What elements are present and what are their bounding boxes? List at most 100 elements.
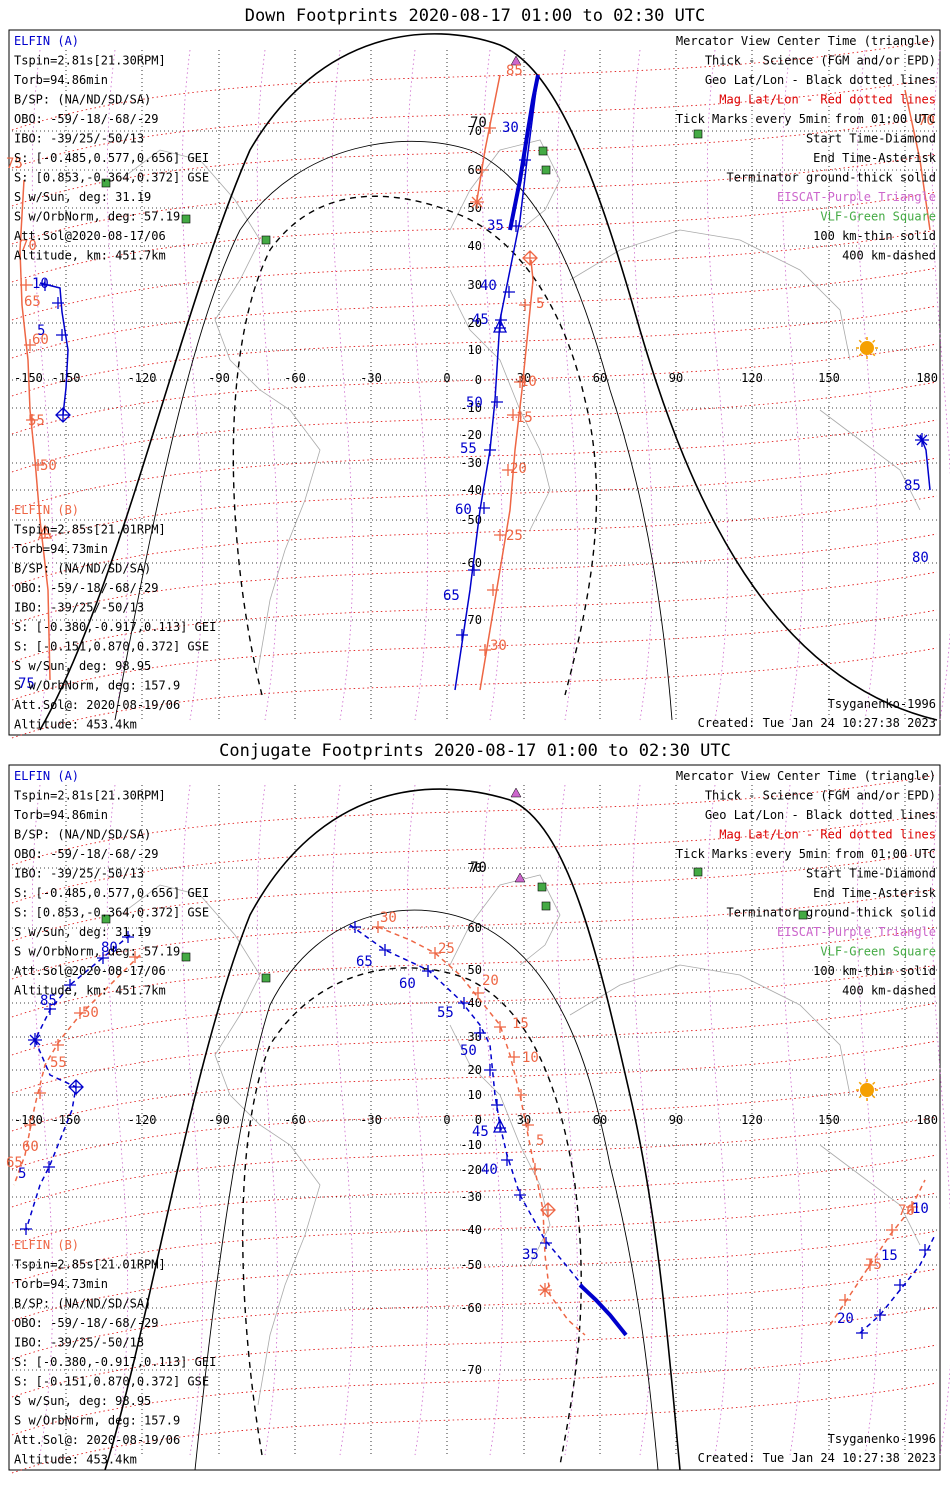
elfin-b-track: [13, 954, 141, 1186]
track-tick-mark: [487, 584, 499, 596]
track-tick-mark: [472, 987, 484, 999]
track-tick-mark: [519, 299, 531, 311]
lon-tick-label: 120: [741, 1113, 763, 1127]
track-time-label: 80: [912, 550, 929, 566]
lat-tick-label: -40: [460, 483, 482, 497]
sun-ray: [858, 1081, 862, 1085]
lat-tick-label: 60: [468, 921, 482, 935]
lat-tick-label: -30: [460, 456, 482, 470]
lon-tick-label-left-edge: -180: [14, 1113, 43, 1127]
lon-tick-label: 150: [818, 1113, 840, 1127]
elfin-a-track: [39, 282, 69, 416]
elfin-a-info-line: S: [0.853,-0.364,0.372] GSE: [14, 906, 209, 920]
mag-parallel: [11, 533, 938, 625]
mag-parallel: [11, 191, 938, 283]
elfin-b-info-line: IBO: -39/25/-50/13: [14, 601, 144, 615]
mag-parallel: [11, 1078, 938, 1170]
mag-parallel: [11, 343, 938, 435]
track-tick-mark: [514, 1189, 526, 1201]
track-time-label: 65: [443, 588, 460, 604]
elfin-b-heading: ELFIN (B): [14, 503, 79, 517]
map-conjugate-footprints: -180 -150 -120 -90 -60 -30 0 30 60 90 120 150 180706…: [6, 764, 950, 1474]
legend-line: Geo Lat/Lon - Black dotted lines: [705, 73, 936, 87]
vlf-square-icon: [101, 914, 111, 924]
elfin-a-info-line: IBO: -39/25/-50/13: [14, 132, 144, 146]
track-time-label: 70: [898, 1203, 915, 1219]
track-tick-mark: [839, 1294, 851, 1306]
track-time-label: 20: [837, 1311, 854, 1327]
elfin-b-info-line: S w/Sun, deg: 98.95: [14, 659, 151, 673]
track-time-label: 70: [20, 238, 37, 254]
elfin-a-info-line: B/SP: (NA/ND/SD/SA): [14, 93, 151, 107]
mag-parallel: [11, 1002, 938, 1094]
start-diamond-icon: [522, 250, 538, 266]
coastline: [119, 884, 261, 1096]
map-frame: [8, 29, 941, 736]
track-tick-mark: [874, 1309, 886, 1321]
track-tick-mark: [514, 376, 526, 388]
elfin-b-track: [19, 179, 51, 681]
view-center-triangle-icon: [37, 524, 53, 539]
elfin-a-info-line: OBO: -59/-18/-68/-29: [14, 112, 159, 126]
elfin-b-info-line: Att.Sol@: 2020-08-19/06: [14, 1433, 180, 1447]
panel-title-conjugate: Conjugate Footprints 2020-08-17 01:00 to…: [219, 741, 731, 761]
lat-tick-label: -10: [460, 1138, 482, 1152]
lat-tick-label: -40: [460, 1223, 482, 1237]
mag-parallel: [11, 812, 938, 904]
created-timestamp: Created: Tue Jan 24 10:27:38 2023: [698, 716, 936, 730]
track-time-label: 15: [881, 1248, 898, 1264]
vlf-square-icon: [798, 910, 808, 920]
sun-ray: [872, 1081, 876, 1085]
elfin-b-info-line: Tspin=2.85s[21.01RPM]: [14, 1258, 166, 1272]
track-tick-mark: [64, 979, 76, 991]
mag-meridian: [556, 49, 579, 721]
elfin-b-info-line: S: [-0.380,-0.917,0.113] GEI: [14, 620, 216, 634]
elfin-a-info-line: S: [0.853,-0.364,0.372] GSE: [14, 171, 209, 185]
vlf-square-icon: [537, 882, 547, 892]
lat-tick-label: -50: [460, 1258, 482, 1272]
track-tick-mark: [503, 286, 515, 298]
elfin-a-info-line: OBO: -59/-18/-68/-29: [14, 847, 159, 861]
elfin-b-track: [479, 259, 534, 691]
lon-tick-label: -30: [360, 371, 382, 385]
track-tick-mark: [32, 459, 44, 471]
elfin-b-info-line: B/SP: (NA/ND/SD/SA): [14, 1297, 151, 1311]
lat-tick-label: 70: [468, 861, 482, 875]
track-time-label: 70: [918, 113, 935, 129]
end-asterisk-icon: [28, 1033, 42, 1047]
vlf-square-icon: [541, 165, 551, 175]
track-tick-mark: [906, 1201, 918, 1213]
track-time-label: 45: [472, 312, 489, 328]
track-tick-mark: [24, 339, 36, 351]
sun-ray: [872, 339, 876, 343]
mag-parallel: [11, 609, 938, 701]
elfin-a-info-line: B/SP: (NA/ND/SD/SA): [14, 828, 151, 842]
elfin-a-info-line: Tspin=2.81s[21.30RPM]: [14, 789, 166, 803]
lon-tick-label: 150: [818, 371, 840, 385]
mag-parallel: [11, 1154, 938, 1246]
elfin-b-info-line: S: [-0.380,-0.917,0.113] GEI: [14, 1355, 216, 1369]
terminator-line: [104, 788, 681, 1471]
lon-tick-label: -90: [208, 1113, 230, 1127]
vlf-square-icon: [261, 235, 271, 245]
mag-parallel: [11, 267, 938, 359]
track-time-label: 55: [437, 1005, 454, 1021]
contour-400km: [232, 195, 598, 696]
vlf-square-icon: [181, 214, 191, 224]
view-center-triangle-icon: [492, 1118, 508, 1133]
model-label: Tsyganenko-1996: [828, 697, 936, 711]
lat-tick-label: 50: [468, 201, 482, 215]
track-tick-mark: [422, 965, 434, 977]
legend-line: Start Time-Diamond: [806, 132, 936, 146]
track-tick-mark: [458, 997, 470, 1009]
track-tick-mark: [495, 314, 507, 326]
vlf-square-icon: [261, 973, 271, 983]
contour-100km: [194, 909, 659, 1471]
track-time-label: 5: [37, 323, 45, 339]
track-time-label: 85: [40, 993, 57, 1009]
track-tick-mark: [919, 1244, 931, 1256]
legend-line: Mercator View Center Time (triangle): [676, 34, 936, 48]
track-time-label: 45: [472, 1124, 489, 1140]
legend-line: 100 km-thin solid: [813, 229, 936, 243]
elfin-b-info-line: Altitude: 453.4km: [14, 1453, 137, 1467]
